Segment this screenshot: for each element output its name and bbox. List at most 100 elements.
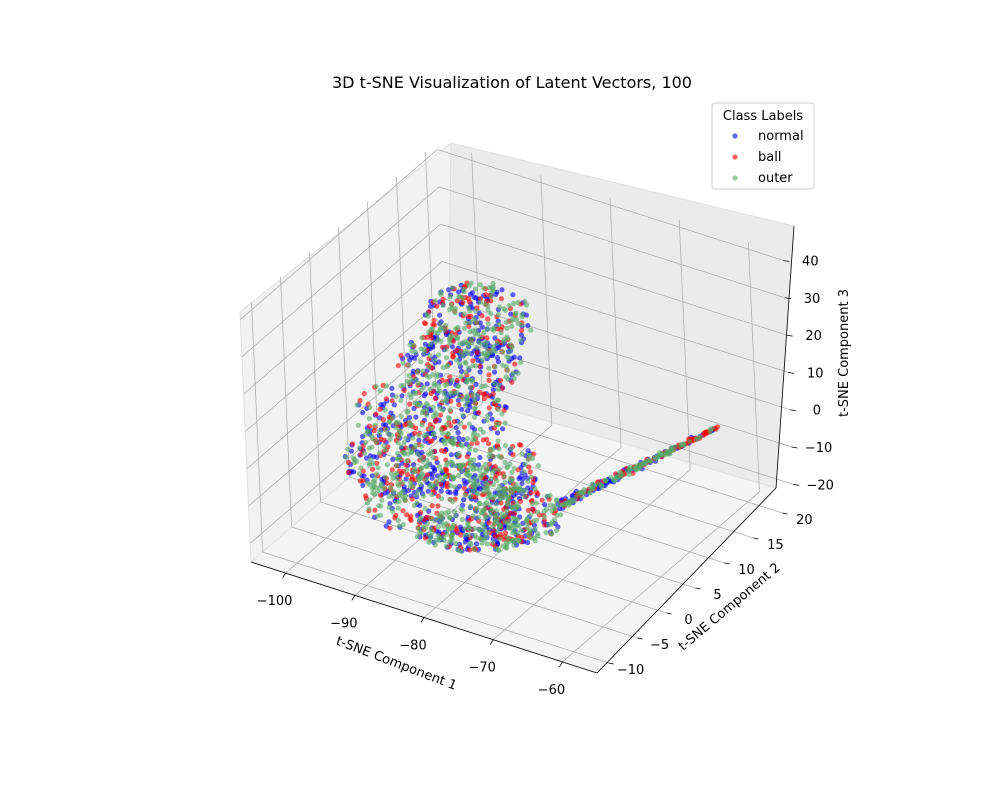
scatter-point-outer [427, 386, 433, 392]
scatter-point-outer [386, 504, 392, 510]
scatter-point-outer [416, 433, 422, 439]
scatter-point-outer [345, 446, 351, 452]
scatter-point-outer [430, 431, 437, 437]
scatter-point-normal [473, 541, 480, 547]
scatter-point-outer [422, 506, 428, 512]
scatter-point-outer [491, 327, 497, 333]
scatter-point-outer [490, 524, 496, 530]
scatter-points [342, 280, 721, 554]
scatter-point-outer [496, 322, 502, 328]
scatter-point-outer [414, 534, 420, 540]
scatter-point-outer [363, 439, 369, 446]
scatter-point-outer [490, 446, 496, 452]
scatter-point-outer [496, 466, 502, 472]
scatter-point-outer [452, 484, 458, 490]
grid-line-x [540, 175, 553, 426]
scatter-point-outer [525, 478, 531, 484]
z-axis-label: t-SNE Component 3 [837, 289, 852, 417]
scatter-point-ball [408, 517, 414, 524]
scatter-point-outer [528, 327, 534, 333]
scatter-point-outer [515, 299, 521, 306]
scatter-point-ball [454, 298, 460, 304]
scatter-point-outer [478, 510, 485, 516]
scatter-point-outer [415, 488, 421, 494]
scatter-point-outer [485, 483, 491, 489]
scatter-point-outer [483, 513, 489, 520]
scatter-point-ball [380, 417, 386, 423]
scatter-point-ball [456, 402, 462, 408]
scatter-point-outer [479, 384, 485, 390]
scatter-point-outer [388, 471, 395, 477]
scatter-point-outer [541, 508, 547, 514]
scatter-point-ball [434, 303, 440, 309]
scatter-point-outer [405, 451, 411, 457]
scatter-point-outer [461, 325, 467, 331]
scatter-point-outer [495, 438, 501, 444]
scatter-point-outer [466, 421, 473, 427]
scatter-point-outer [528, 512, 534, 518]
scatter-point-outer [455, 383, 461, 389]
scatter-point-outer [457, 420, 464, 427]
scatter-point-normal [386, 519, 392, 525]
scatter-point-outer [402, 493, 409, 499]
scatter-point-normal [511, 354, 517, 360]
scatter-point-outer [487, 494, 493, 500]
scatter-point-outer [445, 509, 451, 515]
scatter-point-ball [389, 398, 395, 404]
scatter-point-outer [612, 476, 618, 482]
scatter-point-ball [486, 393, 492, 399]
scatter-point-outer [427, 537, 433, 544]
scatter-point-ball [518, 442, 524, 448]
scatter-point-outer [501, 473, 507, 479]
scatter-point-outer [474, 393, 480, 399]
scatter-point-normal [434, 459, 440, 466]
scatter-point-outer [481, 502, 487, 508]
scatter-point-outer [487, 502, 493, 508]
scatter-point-outer [373, 439, 379, 445]
scatter-point-outer [466, 526, 473, 532]
scatter-point-outer [376, 503, 382, 509]
scatter-point-outer [468, 503, 474, 509]
scatter-point-outer [513, 310, 519, 316]
scatter-point-outer [432, 298, 438, 304]
scatter-point-ball [370, 466, 376, 472]
scatter-point-outer [485, 321, 491, 327]
scatter-point-outer [468, 336, 475, 342]
z-axis-line [775, 225, 795, 489]
scatter-point-outer [406, 380, 413, 386]
scatter-point-outer [471, 546, 477, 552]
scatter-point-outer [477, 282, 483, 288]
scatter-point-outer [357, 445, 363, 451]
scatter-point-ball [479, 313, 485, 319]
scatter-point-outer [509, 323, 515, 329]
scatter-point-outer [412, 349, 419, 355]
z-tick-label: 0 [813, 404, 821, 419]
scatter-point-normal [490, 387, 496, 393]
scatter-point-outer [493, 422, 500, 428]
scatter-point-outer [435, 330, 441, 336]
scatter-point-outer [524, 517, 530, 523]
scatter-point-outer [466, 341, 472, 347]
scatter-point-normal [476, 462, 482, 468]
x-tick-label: −70 [468, 661, 495, 676]
scatter-point-outer [424, 373, 430, 379]
scatter-point-outer [467, 319, 474, 325]
scatter-point-outer [507, 461, 513, 467]
scatter-point-outer [464, 377, 470, 383]
scatter-point-outer [453, 389, 460, 395]
scatter-point-outer [429, 491, 435, 498]
scatter-point-outer [494, 478, 500, 484]
scatter-point-outer [406, 419, 413, 425]
scatter-point-outer [497, 536, 503, 542]
scatter-point-outer [485, 307, 491, 313]
scatter-point-outer [485, 348, 491, 354]
scatter-point-outer [373, 383, 379, 389]
y-tick [724, 562, 730, 565]
scatter-point-outer [492, 364, 498, 370]
scatter-point-outer [547, 492, 553, 499]
scatter-point-normal [471, 294, 477, 300]
scatter-point-outer [439, 430, 446, 437]
scatter-point-outer [457, 548, 464, 554]
scatter-point-outer [474, 535, 480, 541]
scatter-point-outer [376, 485, 382, 491]
